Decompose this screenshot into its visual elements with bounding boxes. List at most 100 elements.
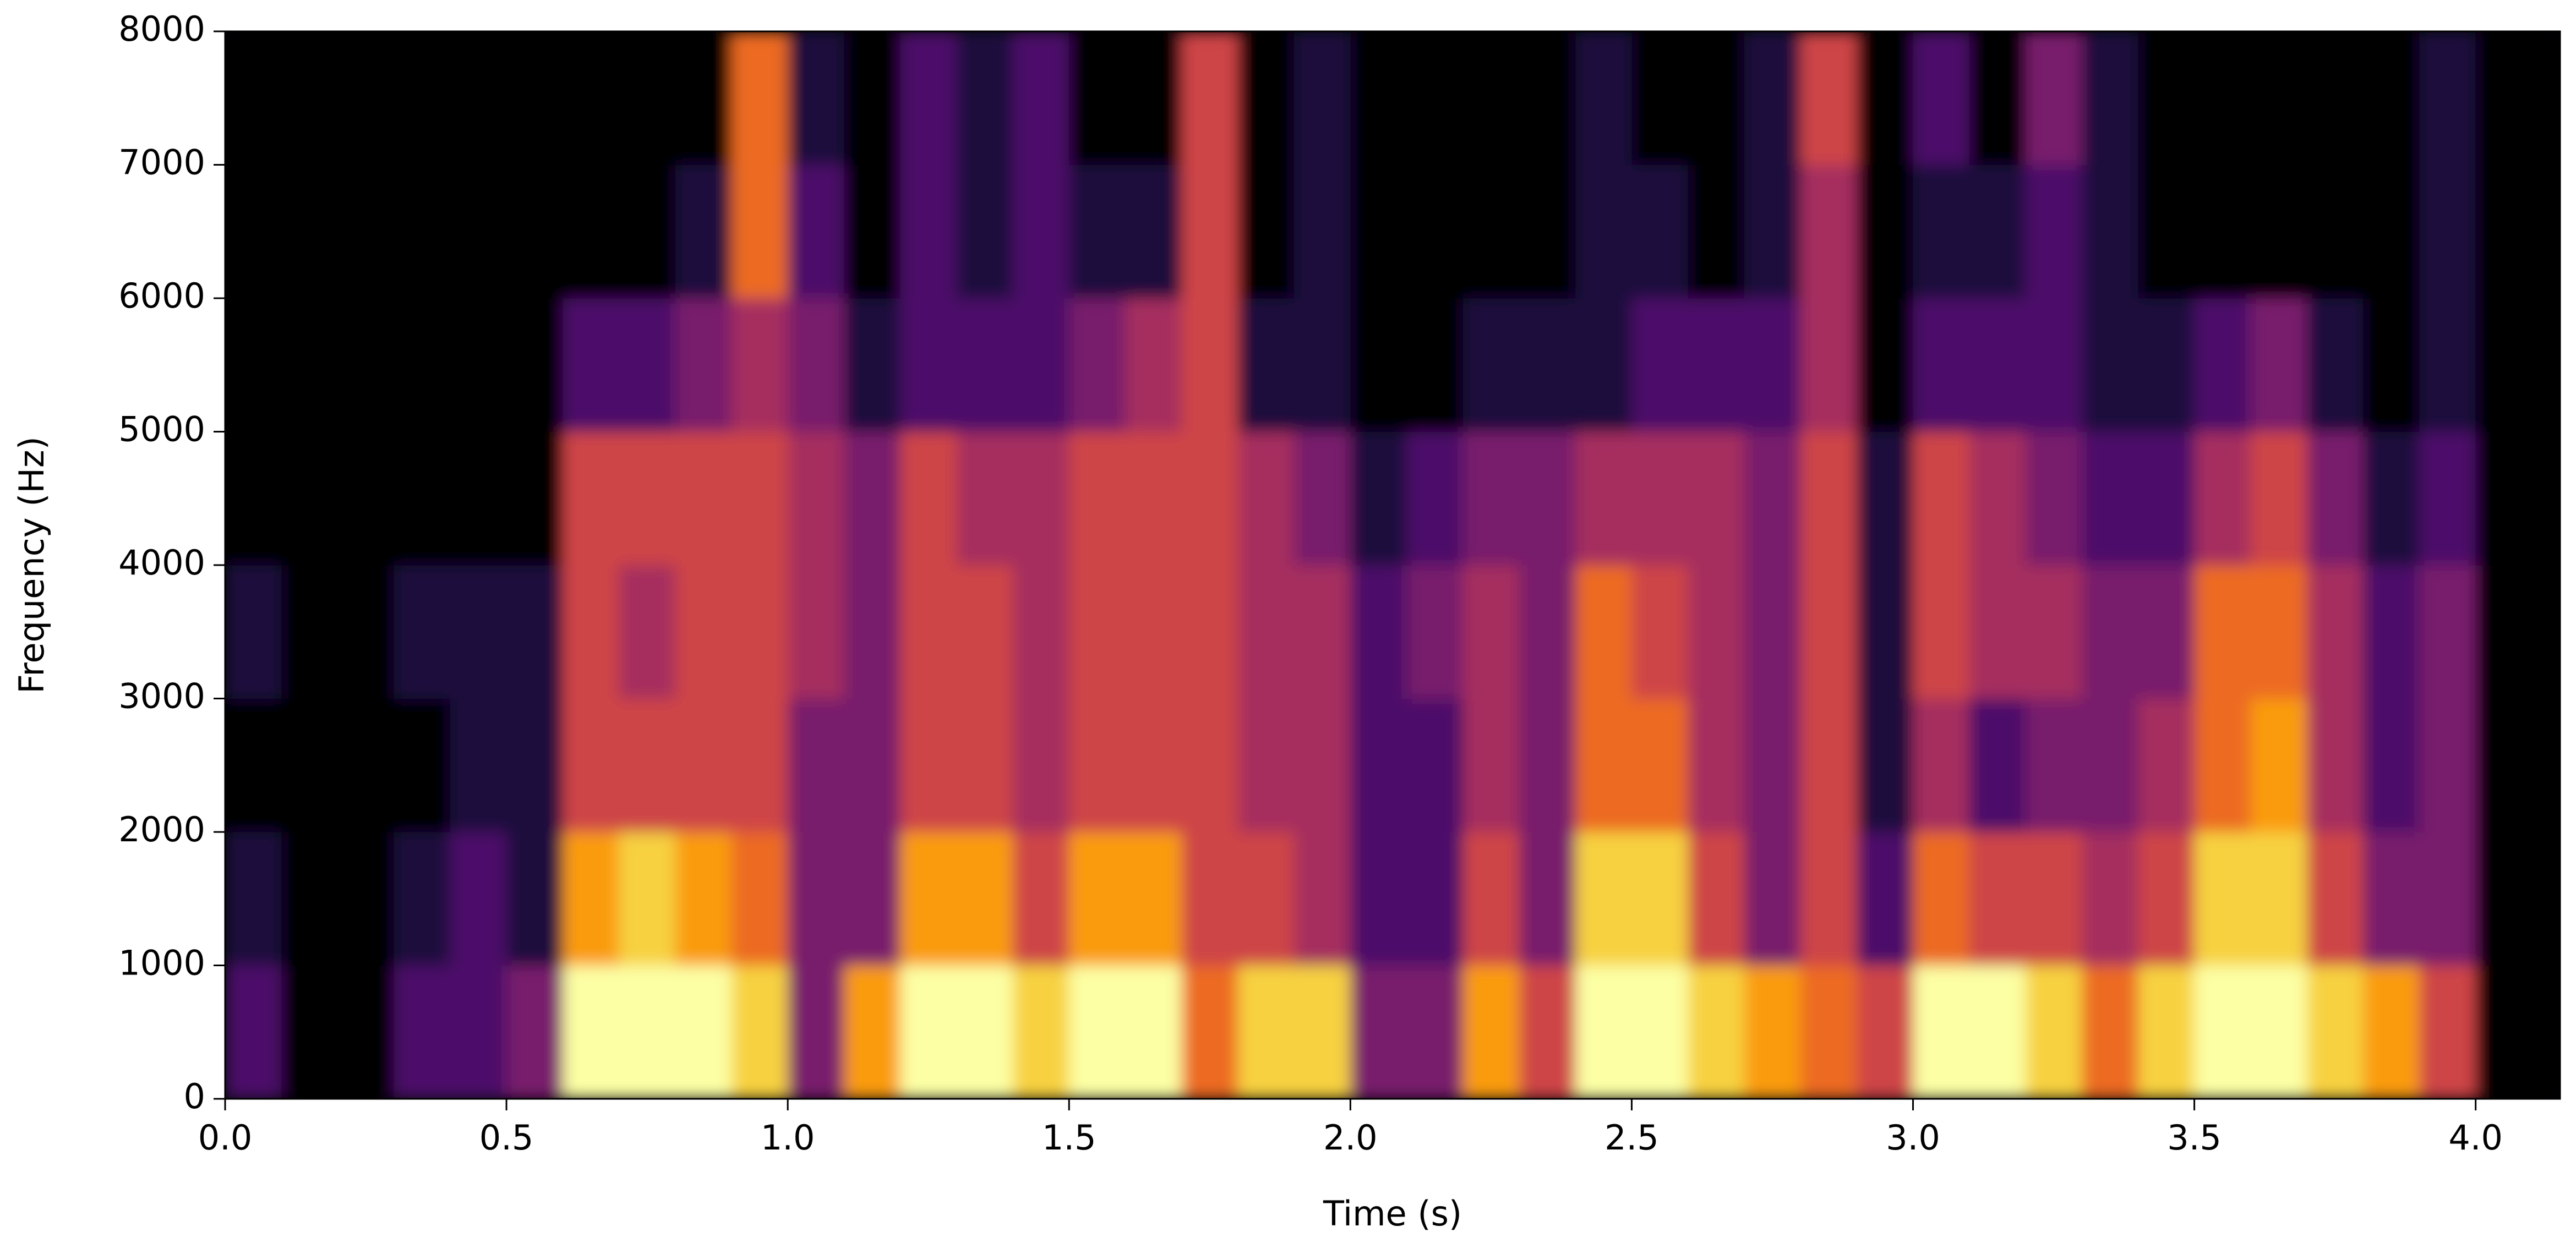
heatmap-cell <box>1969 565 2026 699</box>
heatmap-cell <box>1013 298 1069 432</box>
heatmap-cell <box>1857 698 1914 833</box>
x-tick-label: 3.5 <box>2167 1118 2222 1158</box>
heatmap-cell <box>1744 565 1801 699</box>
heatmap-cell <box>956 965 1013 1099</box>
heatmap-cell <box>1913 298 1970 432</box>
heatmap-cell <box>956 698 1013 833</box>
heatmap-cell <box>1857 298 1914 432</box>
heatmap-cell <box>844 832 901 966</box>
heatmap-cell <box>2194 165 2251 299</box>
heatmap-cell <box>1969 165 2026 299</box>
heatmap-cell <box>1406 698 1464 833</box>
heatmap-cell <box>900 832 957 966</box>
heatmap-cell <box>1406 165 1464 299</box>
heatmap-cell <box>1013 431 1069 566</box>
heatmap-cell <box>675 31 732 165</box>
heatmap-cell <box>2025 965 2082 1099</box>
heatmap-cell <box>1125 431 1182 566</box>
heatmap-cell <box>844 31 901 165</box>
heatmap-cell <box>1294 832 1351 966</box>
heatmap-cell <box>1800 565 1857 699</box>
y-tick-label: 1000 <box>118 943 205 983</box>
heatmap-cell <box>1181 965 1238 1099</box>
heatmap-cell <box>1125 565 1182 699</box>
heatmap-cell <box>675 832 732 966</box>
heatmap-cell <box>619 31 676 165</box>
heatmap-cell <box>281 698 338 833</box>
y-tick-label: 5000 <box>118 409 205 450</box>
heatmap-cell <box>619 698 676 833</box>
heatmap-cell <box>956 565 1013 699</box>
heatmap-cell <box>1350 832 1407 966</box>
heatmap-cell <box>1575 832 1632 966</box>
heatmap-cell <box>1913 165 1970 299</box>
heatmap-cell <box>2082 31 2138 165</box>
heatmap-cell <box>675 965 732 1099</box>
heatmap-cell <box>1631 965 1689 1099</box>
heatmap-cell <box>2082 431 2138 566</box>
heatmap-cell <box>337 165 395 299</box>
heatmap-cell <box>956 832 1013 966</box>
heatmap-cell <box>337 832 395 966</box>
heatmap-cell <box>788 698 844 833</box>
heatmap-cell <box>2475 832 2533 966</box>
heatmap-cell <box>1857 431 1914 566</box>
heatmap-cell <box>563 165 620 299</box>
heatmap-cell <box>2475 698 2533 833</box>
heatmap-cell <box>1237 565 1295 699</box>
heatmap-cell <box>619 965 676 1099</box>
heatmap-cell <box>1688 165 1745 299</box>
heatmap-cell <box>1069 165 1126 299</box>
heatmap-cell <box>1519 832 1576 966</box>
heatmap-cell <box>2363 698 2420 833</box>
heatmap-cell <box>2475 31 2533 165</box>
heatmap-cell <box>788 965 844 1099</box>
heatmap-cell <box>1294 431 1351 566</box>
heatmap-cell <box>563 565 620 699</box>
heatmap-cell <box>844 165 901 299</box>
x-tick-label: 0.0 <box>198 1118 253 1158</box>
heatmap-cell <box>450 832 507 966</box>
heatmap-cell <box>1125 832 1182 966</box>
heatmap-cell <box>844 698 901 833</box>
heatmap-cell <box>1800 165 1857 299</box>
heatmap-cell <box>1462 31 1520 165</box>
heatmap-cell <box>788 298 844 432</box>
heatmap-cell <box>1350 565 1407 699</box>
heatmap-cell <box>1688 698 1745 833</box>
heatmap-cell <box>450 431 507 566</box>
heatmap-cell <box>1913 832 1970 966</box>
heatmap-cell <box>844 431 901 566</box>
heatmap-cell <box>1125 965 1182 1099</box>
heatmap-cell <box>2419 165 2476 299</box>
heatmap-cell <box>731 431 788 566</box>
heatmap-cell <box>2363 431 2420 566</box>
heatmap-cell <box>563 965 620 1099</box>
heatmap-cell <box>2194 31 2251 165</box>
heatmap-cell <box>281 965 338 1099</box>
heatmap-cell <box>2419 832 2476 966</box>
heatmap-cell <box>337 431 395 566</box>
heatmap-cell <box>1519 565 1576 699</box>
heatmap-cell <box>1857 31 1914 165</box>
heatmap-cell <box>844 965 901 1099</box>
heatmap-cell <box>225 298 282 432</box>
heatmap-cell <box>2082 698 2138 833</box>
heatmap-cell <box>1913 431 1970 566</box>
heatmap-cell <box>788 565 844 699</box>
heatmap-cell <box>900 431 957 566</box>
x-tick-label: 0.5 <box>479 1118 534 1158</box>
heatmap-cell <box>1237 165 1295 299</box>
heatmap-cell <box>394 965 451 1099</box>
heatmap-cell <box>450 298 507 432</box>
heatmap-cell <box>563 31 620 165</box>
heatmap-cell <box>1013 31 1069 165</box>
heatmap-cell <box>506 832 563 966</box>
heatmap-cell <box>1013 698 1069 833</box>
heatmap-cell <box>731 832 788 966</box>
heatmap-cell <box>1519 298 1576 432</box>
heatmap-cell <box>1294 31 1351 165</box>
heatmap-cell <box>1406 31 1464 165</box>
heatmap-cell <box>1237 298 1295 432</box>
